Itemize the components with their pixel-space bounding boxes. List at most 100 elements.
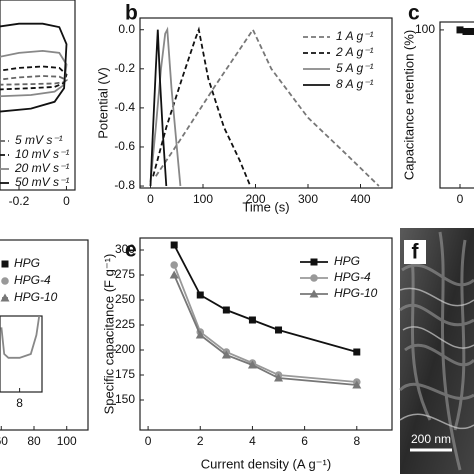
series-line xyxy=(149,29,168,187)
x-tick-label: 0 xyxy=(147,192,154,206)
x-tick-label: 100 xyxy=(57,434,77,448)
plot-frame xyxy=(0,0,76,191)
panel-label: f xyxy=(412,241,420,264)
marker xyxy=(248,316,256,324)
x-tick-label: 8 xyxy=(16,396,23,410)
marker xyxy=(352,380,362,389)
series-line xyxy=(152,26,252,187)
x-tick-label: -0.2 xyxy=(9,194,30,208)
y-axis-label: Potential (V) xyxy=(95,67,110,139)
x-tick-label: 8 xyxy=(353,434,360,448)
marker xyxy=(222,306,230,314)
legend-label: 5 mV s⁻¹ xyxy=(15,133,63,147)
plot-area xyxy=(149,26,380,187)
legend-label: 10 mV s⁻¹ xyxy=(15,147,69,161)
marker xyxy=(195,330,205,339)
plot-frame xyxy=(0,315,43,393)
plot-frame xyxy=(0,239,89,431)
marker xyxy=(456,26,464,34)
sem-image: f 200 nm xyxy=(398,228,474,474)
y-tick-label: 100 xyxy=(415,22,435,36)
x-tick-label: 60 xyxy=(0,434,8,448)
y-tick-label: -0.8 xyxy=(114,178,135,192)
marker xyxy=(221,350,231,359)
x-axis-label: Current density (A g⁻¹) xyxy=(201,456,331,471)
panel: 8 xyxy=(0,315,43,410)
x-tick-label: 100 xyxy=(193,192,213,206)
panel-label: e xyxy=(125,239,137,262)
x-tick-label: 400 xyxy=(350,192,370,206)
y-tick-label: -0.4 xyxy=(114,100,135,114)
x-tick-label: 4 xyxy=(249,434,256,448)
marker xyxy=(462,27,470,35)
series-line xyxy=(149,26,182,187)
panel: -0.2 0 5 mV s⁻¹10 mV s⁻¹20 mV s⁻¹50 mV s⁻¹ xyxy=(0,0,76,208)
y-tick-label: 175 xyxy=(115,367,135,381)
x-tick-label: 200 xyxy=(245,192,265,206)
legend-label: HPG xyxy=(334,254,360,268)
scale-bar-label: 200 nm xyxy=(411,432,451,446)
marker xyxy=(353,348,361,356)
marker xyxy=(170,261,178,269)
marker xyxy=(247,360,257,369)
y-tick-label: 225 xyxy=(115,317,135,331)
y-tick-label: 250 xyxy=(115,292,135,306)
y-tick-label: 0.0 xyxy=(118,22,135,36)
plot-area xyxy=(169,241,362,389)
legend-label: HPG-4 xyxy=(14,273,51,287)
panel: 0 2 4 6 8 150 175 200 225 250 275 300 Current densit… xyxy=(101,237,393,471)
plot-area xyxy=(0,22,69,113)
y-tick-label: -0.2 xyxy=(114,61,135,75)
legend-label: 8 A g⁻¹ xyxy=(336,77,373,91)
y-tick-label: 200 xyxy=(115,342,135,356)
x-tick-label: 300 xyxy=(298,192,318,206)
x-tick-label: 0 xyxy=(145,434,152,448)
plot-frame xyxy=(439,21,474,189)
panel-label: c xyxy=(408,2,420,25)
legend-marker xyxy=(0,293,10,302)
legend-marker xyxy=(309,289,319,298)
x-tick-label: 80 xyxy=(27,434,41,448)
y-axis-label: Specific capacitance (F g⁻¹) xyxy=(101,254,116,415)
legend-label: 2 A g⁻¹ xyxy=(335,45,373,59)
legend-label: HPG-10 xyxy=(334,286,378,300)
y-axis-label: Capacitance retention (%) xyxy=(401,30,416,180)
legend-marker xyxy=(310,274,318,282)
plot-area xyxy=(456,26,474,35)
series-line xyxy=(0,49,68,98)
plot-area xyxy=(0,316,41,359)
legend-marker xyxy=(1,277,9,285)
marker xyxy=(170,241,178,249)
plot-frame xyxy=(139,17,393,189)
legend-marker xyxy=(310,258,318,266)
series-line xyxy=(0,22,68,113)
panel-label: b xyxy=(125,2,138,25)
series-line xyxy=(0,316,41,359)
y-tick-label: -0.6 xyxy=(114,139,135,153)
legend-label: HPG-10 xyxy=(14,290,58,304)
legend-label: HPG-4 xyxy=(334,270,371,284)
legend-label: 20 mV s⁻¹ xyxy=(14,161,69,175)
legend-marker xyxy=(1,260,9,268)
plot-frame xyxy=(139,237,393,431)
x-tick-label: 0 xyxy=(457,192,464,206)
series-line xyxy=(173,244,358,353)
marker xyxy=(468,27,474,35)
y-tick-label: 275 xyxy=(115,267,135,281)
x-axis-label: Time (s) xyxy=(242,199,289,214)
x-tick-label: 2 xyxy=(197,434,204,448)
legend-label: HPG xyxy=(14,256,40,270)
legend-label: 1 A g⁻¹ xyxy=(336,29,373,43)
marker xyxy=(275,326,283,334)
panel: 60 80 100 HPG HPG-4 HPG-10 xyxy=(0,239,89,448)
marker xyxy=(274,373,284,382)
marker xyxy=(169,270,179,279)
series-line xyxy=(0,75,69,86)
y-tick-label: 300 xyxy=(115,242,135,256)
y-tick-label: 150 xyxy=(115,392,135,406)
x-tick-label: 0 xyxy=(63,194,70,208)
series-line xyxy=(0,65,68,91)
panel: 0 100 200 300 400 0.0 -0.2 -0.4 -0.6 -0.8 Time (s)… xyxy=(95,2,393,214)
series-line xyxy=(173,264,357,383)
